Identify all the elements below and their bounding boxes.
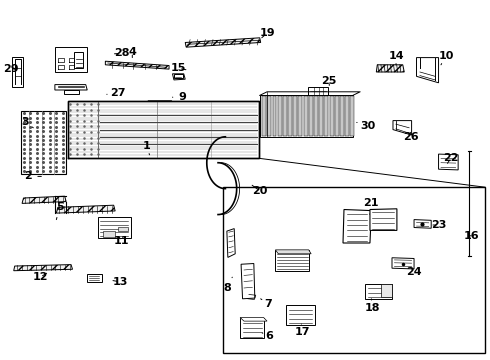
Text: 9: 9 — [172, 92, 186, 102]
Bar — [223, 187, 485, 353]
Text: 10: 10 — [438, 51, 454, 65]
Bar — [286, 305, 315, 325]
Bar — [340, 96, 344, 136]
Bar — [275, 250, 309, 271]
Text: 19: 19 — [259, 28, 275, 38]
Bar — [268, 96, 271, 136]
Polygon shape — [381, 284, 392, 297]
Text: 2: 2 — [24, 171, 41, 181]
Polygon shape — [172, 74, 185, 80]
Text: 16: 16 — [464, 231, 479, 241]
Text: 29: 29 — [3, 64, 19, 74]
Bar — [345, 96, 349, 136]
Polygon shape — [148, 101, 174, 106]
Polygon shape — [343, 210, 371, 243]
Text: 27: 27 — [107, 88, 125, 98]
Polygon shape — [414, 220, 431, 228]
Bar — [324, 96, 328, 136]
Text: 8: 8 — [223, 277, 232, 293]
Polygon shape — [275, 250, 311, 254]
Polygon shape — [227, 229, 235, 257]
Bar — [74, 52, 83, 68]
Bar — [98, 217, 131, 238]
Text: 30: 30 — [357, 121, 375, 131]
Bar — [12, 57, 23, 87]
Text: 20: 20 — [252, 185, 268, 196]
Bar — [350, 96, 354, 136]
Polygon shape — [241, 264, 255, 299]
Polygon shape — [14, 265, 73, 271]
Polygon shape — [103, 231, 115, 237]
Text: 11: 11 — [114, 236, 129, 246]
Text: 13: 13 — [112, 277, 128, 287]
Bar — [365, 284, 392, 299]
Bar — [294, 96, 297, 136]
Polygon shape — [118, 227, 128, 231]
Polygon shape — [439, 154, 458, 170]
Text: 12: 12 — [32, 272, 48, 282]
Bar — [55, 47, 87, 72]
Text: 24: 24 — [406, 267, 422, 277]
Polygon shape — [24, 124, 45, 133]
Polygon shape — [64, 90, 79, 94]
Polygon shape — [370, 209, 397, 230]
Text: 21: 21 — [363, 198, 378, 214]
Text: 25: 25 — [321, 76, 337, 86]
Polygon shape — [416, 58, 439, 83]
Polygon shape — [55, 85, 87, 90]
Text: 6: 6 — [262, 330, 273, 341]
Bar — [262, 96, 266, 136]
Text: 18: 18 — [365, 299, 380, 313]
Polygon shape — [22, 196, 66, 203]
Polygon shape — [393, 121, 412, 135]
Text: 17: 17 — [295, 324, 311, 337]
Bar — [308, 87, 328, 98]
Polygon shape — [68, 101, 259, 158]
Polygon shape — [392, 258, 414, 269]
Bar — [288, 96, 292, 136]
Bar — [240, 318, 264, 338]
Text: 15: 15 — [171, 63, 187, 73]
Text: 22: 22 — [443, 153, 459, 163]
Bar — [21, 111, 66, 174]
Text: 14: 14 — [389, 51, 405, 65]
Bar — [174, 74, 183, 78]
Bar — [304, 96, 308, 136]
Bar — [309, 96, 313, 136]
Text: 1: 1 — [143, 141, 151, 155]
Bar — [260, 95, 353, 137]
Bar — [314, 96, 318, 136]
Polygon shape — [240, 318, 267, 321]
Bar — [335, 96, 339, 136]
Bar — [278, 96, 282, 136]
Bar — [298, 96, 302, 136]
Text: 3: 3 — [22, 117, 33, 128]
Text: 5: 5 — [56, 202, 64, 220]
Polygon shape — [56, 205, 115, 213]
Bar — [319, 96, 323, 136]
Text: 28: 28 — [114, 48, 129, 58]
Polygon shape — [105, 61, 169, 69]
Text: 26: 26 — [403, 132, 418, 142]
Bar — [330, 96, 334, 136]
Text: 7: 7 — [261, 299, 272, 309]
Polygon shape — [185, 38, 261, 47]
Text: 23: 23 — [431, 220, 446, 230]
Bar — [87, 274, 102, 282]
Bar — [272, 96, 276, 136]
Text: 4: 4 — [128, 47, 136, 58]
Bar — [283, 96, 287, 136]
Polygon shape — [376, 65, 404, 72]
